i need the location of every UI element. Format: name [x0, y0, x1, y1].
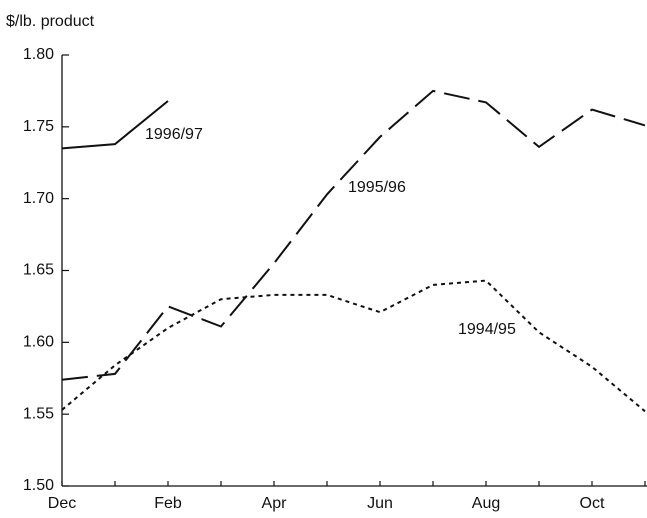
- series-line: [61, 100, 169, 150]
- x-tick-label: Aug: [472, 495, 500, 512]
- x-tick-label: Oct: [580, 495, 605, 512]
- y-tick-label: 1.75: [23, 118, 54, 135]
- x-tick-label: Jun: [367, 495, 393, 512]
- x-tick-label: Dec: [48, 495, 76, 512]
- y-tick-label: 1.80: [23, 46, 54, 63]
- y-tick-label: 1.55: [23, 405, 54, 422]
- series-label: 1995/96: [348, 179, 406, 196]
- x-tick-label: Apr: [262, 495, 288, 512]
- series-line: [61, 279, 646, 413]
- y-tick-label: 1.60: [23, 334, 54, 351]
- series-label: 1996/97: [145, 126, 203, 143]
- x-tick-label: Feb: [154, 495, 182, 512]
- series-label: 1994/95: [458, 321, 516, 338]
- series-line: [61, 89, 646, 381]
- y-tick-label: 1.65: [23, 262, 54, 279]
- y-tick-label: 1.50: [23, 477, 54, 494]
- y-tick-label: 1.70: [23, 190, 54, 207]
- y-axis-label: $/lb. product: [6, 13, 95, 30]
